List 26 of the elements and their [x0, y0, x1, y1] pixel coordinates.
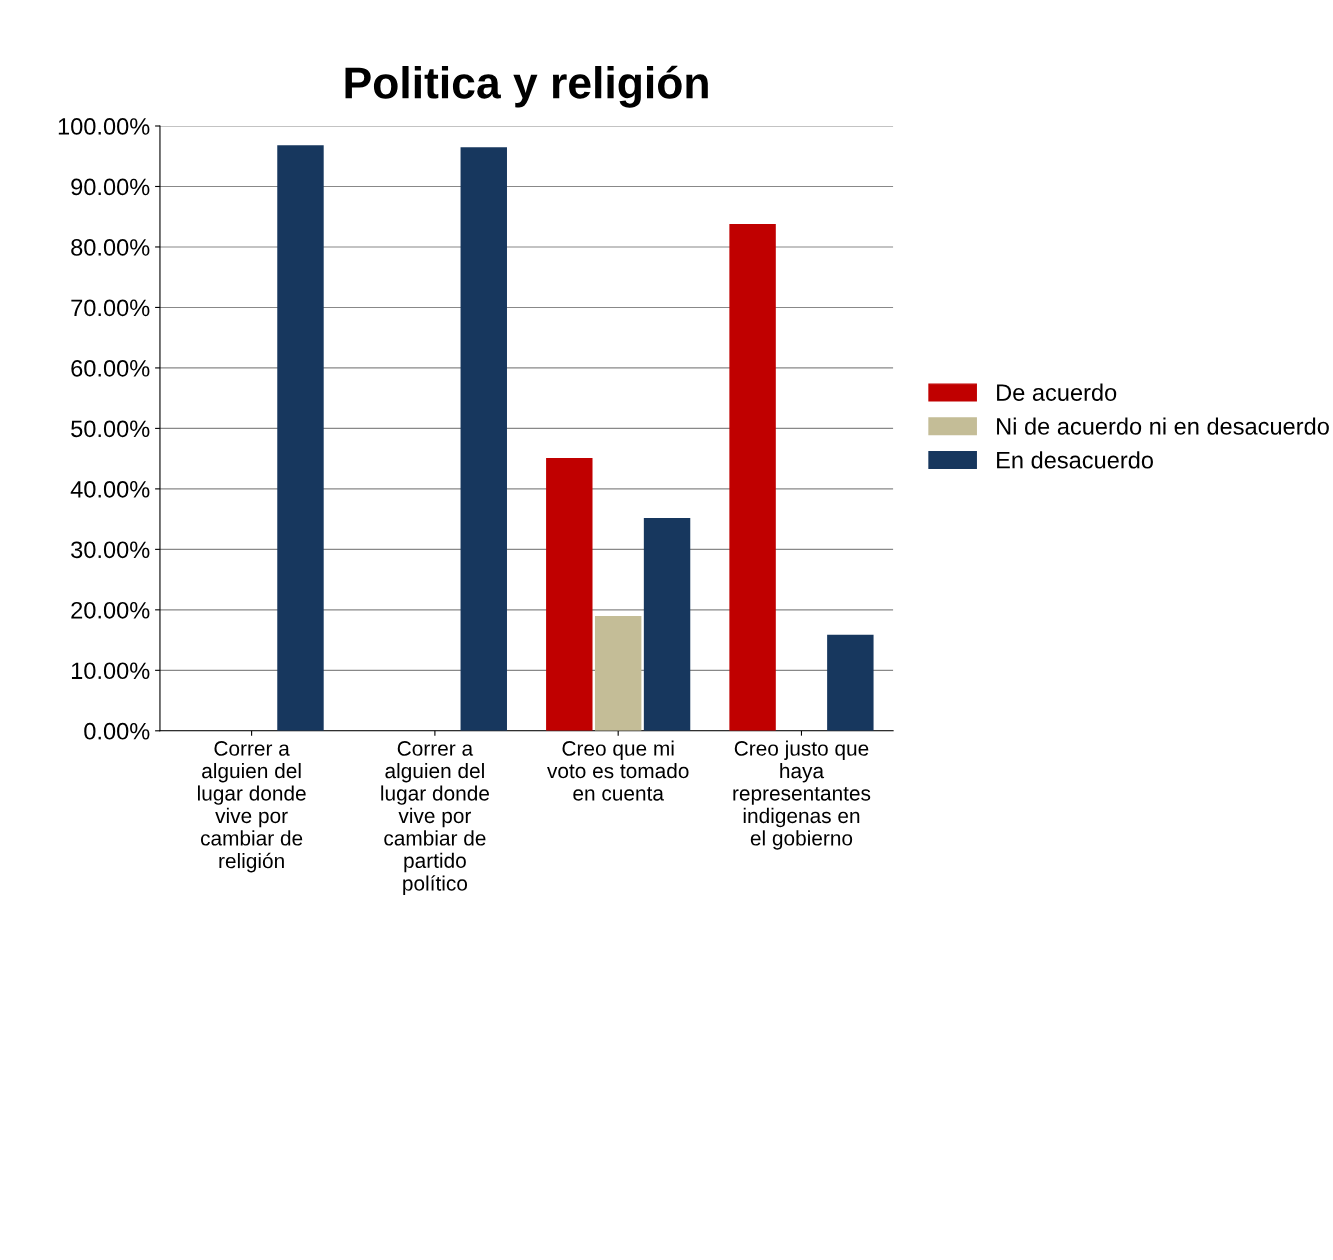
bar	[594, 615, 642, 731]
x-tick-label: Correr a alguien del lugar donde vive por cambiar de partido político	[381, 741, 489, 895]
x-tick-label: Correr a alguien del lugar donde vive por cambiar de religión	[197, 741, 306, 873]
y-tick-label: 70.00%	[71, 299, 150, 317]
bar	[460, 147, 507, 731]
bar	[827, 634, 874, 731]
y-tick-label: 40.00%	[70, 480, 150, 498]
y-tick-label: 20.00%	[71, 601, 150, 619]
legend-label: De acuerdo	[997, 383, 1117, 401]
bar	[546, 458, 593, 731]
y-tick-label: 100.00%	[58, 118, 150, 135]
y-tick-label: 30.00%	[71, 541, 150, 559]
x-tick-label: Creo justo que haya representantes indigenas en el gobierno	[733, 740, 871, 850]
bar	[277, 145, 324, 731]
legend-label: Ni de acuerdo ni en desacuerdo	[997, 417, 1329, 435]
y-tick-label: 60.00%	[71, 359, 150, 377]
chart-title: Politica y religión	[345, 65, 708, 108]
y-tick-label: 90.00%	[71, 178, 150, 196]
y-tick-label: 0.00%	[84, 722, 150, 740]
bar	[643, 517, 691, 731]
y-tick-label: 50.00%	[71, 420, 150, 438]
x-tick-label: Creo que mi voto es tomado en cuenta	[547, 740, 689, 801]
legend-label: En desacuerdo	[997, 451, 1153, 469]
y-tick-label: 80.00%	[71, 239, 150, 256]
y-tick-label: 10.00%	[71, 662, 150, 680]
bar	[729, 223, 776, 731]
